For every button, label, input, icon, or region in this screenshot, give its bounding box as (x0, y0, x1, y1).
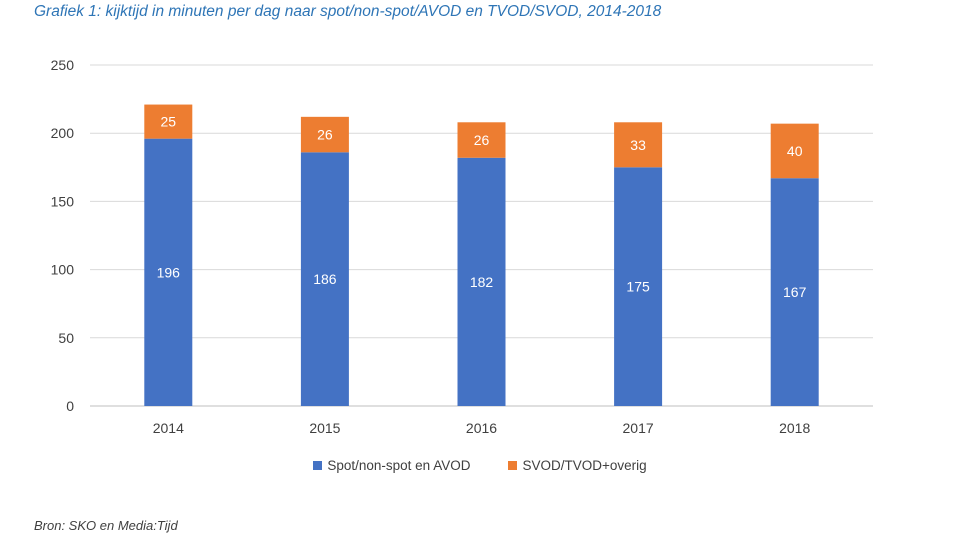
bar-2016-series-0 (457, 157, 506, 406)
bar-2018-series-1 (770, 123, 819, 179)
data-label-2014-series-0: 196 (157, 264, 181, 280)
x-tick-label-2016: 2016 (466, 420, 497, 436)
y-axis-ticks: 0 50 100 150 200 250 (51, 57, 75, 414)
data-label-2018-series-1: 40 (787, 143, 803, 159)
source-note: Bron: SKO en Media:Tijd (34, 518, 178, 533)
data-label-2014-series-1: 25 (161, 114, 177, 130)
data-label-2018-series-0: 167 (783, 284, 807, 300)
legend-label-svod: SVOD/TVOD+overig (522, 458, 647, 473)
chart-title: Grafiek 1: kijktijd in minuten per dag n… (34, 3, 662, 20)
x-axis-ticks: 2014 2015 2016 2017 2018 (153, 420, 811, 436)
data-label-2017-series-0: 175 (626, 279, 650, 295)
legend-item-spot[interactable]: Spot/non-spot en AVOD (313, 458, 470, 473)
bar-2017-series-0 (614, 167, 663, 406)
data-label-2017-series-1: 33 (630, 137, 646, 153)
bar-2017-series-1 (614, 122, 663, 168)
bar-2014-series-1 (144, 104, 193, 139)
y-tick-label-250: 250 (51, 57, 75, 73)
data-label-2016-series-1: 26 (474, 132, 490, 148)
y-tick-label-0: 0 (66, 398, 74, 414)
y-tick-label-200: 200 (51, 125, 75, 141)
legend: Spot/non-spot en AVOD SVOD/TVOD+overig (0, 458, 960, 473)
data-labels: 196 25 186 26 182 26 175 33 167 40 (157, 114, 807, 300)
bar-2015-series-1 (300, 116, 349, 153)
x-tick-label-2015: 2015 (309, 420, 340, 436)
y-tick-label-50: 50 (58, 330, 74, 346)
legend-label-spot: Spot/non-spot en AVOD (327, 458, 471, 473)
x-tick-label-2014: 2014 (153, 420, 184, 436)
bar-2018-series-0 (770, 178, 819, 406)
y-tick-label-100: 100 (51, 262, 75, 278)
bar-2016-series-1 (457, 122, 506, 158)
legend-swatch-svod (508, 461, 518, 470)
bar-2014-series-0 (144, 138, 193, 406)
data-label-2016-series-0: 182 (470, 274, 494, 290)
x-tick-label-2018: 2018 (779, 420, 810, 436)
data-label-2015-series-1: 26 (317, 127, 333, 143)
data-label-2015-series-0: 186 (313, 271, 337, 287)
bars (144, 104, 819, 406)
bar-2015-series-0 (300, 152, 349, 406)
legend-swatch-spot (313, 461, 323, 470)
y-tick-label-150: 150 (51, 193, 75, 209)
legend-item-svod[interactable]: SVOD/TVOD+overig (508, 458, 647, 473)
x-tick-label-2017: 2017 (623, 420, 654, 436)
